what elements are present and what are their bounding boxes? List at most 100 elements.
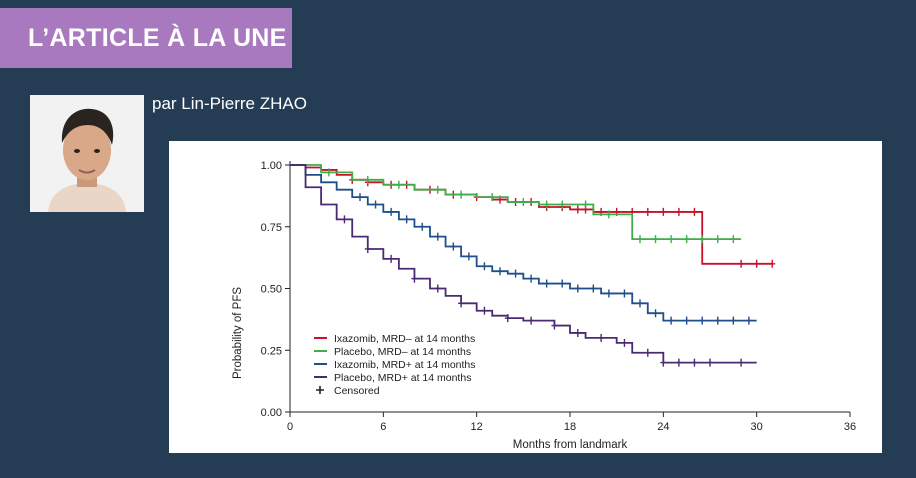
featured-article-banner: L’ARTICLE À LA UNE [0,8,292,68]
legend-label-censored: Censored [334,385,380,397]
censor-mark [481,306,488,315]
y-tick-label: 0.25 [261,345,282,357]
y-tick-label: 0.75 [261,222,282,234]
x-tick-label: 36 [844,421,856,433]
censor-mark [691,207,698,216]
censor-mark [434,284,441,293]
censor-mark [668,235,675,244]
censor-mark [559,200,566,209]
censor-mark [388,254,395,263]
censor-mark [652,235,659,244]
censor-mark [707,358,713,367]
censor-mark [675,207,682,216]
x-axis-title: Months from landmark [513,439,628,451]
censor-mark [745,316,752,325]
censor-mark [668,316,675,325]
x-tick-label: 24 [657,421,669,433]
censor-mark [605,289,612,298]
censor-mark [738,358,745,367]
censor-mark [621,289,628,298]
censor-mark [660,207,667,216]
censor-mark [574,205,581,214]
y-tick-label: 0.00 [261,407,282,419]
author-portrait-image [30,95,144,212]
censor-mark [481,262,488,271]
censor-mark [753,259,760,268]
km-plot: Probability of PFS Months from landmark … [232,160,856,451]
x-tick-label: 30 [751,421,763,433]
x-tick-label: 6 [380,421,386,433]
censor-mark [574,284,581,293]
censor-mark [691,358,698,367]
censor-mark [769,259,776,268]
censor-mark [660,358,667,367]
censor-mark [730,235,737,244]
censor-mark [465,252,472,261]
censor-mark [504,314,511,323]
censor-mark [683,316,690,325]
censor-mark [497,267,503,276]
y-tick-label: 1.00 [261,160,282,172]
censor-mark [598,333,605,342]
x-tick-label: 12 [471,421,483,433]
author-photo [30,95,144,212]
legend-label: Placebo, MRD– at 14 months [334,346,471,358]
censor-mark [637,235,643,244]
censor-mark [388,207,395,216]
censor-mark [714,316,721,325]
censor-mark [652,309,659,318]
censor-mark [590,284,597,293]
series-line-2 [290,164,757,322]
x-tick-label: 0 [287,421,293,433]
censor-mark [644,348,651,357]
censor-mark [395,180,402,189]
censor-mark [520,198,527,207]
y-axis-title: Probability of PFS [232,287,244,379]
censor-mark [543,200,550,209]
censor-mark [450,242,457,251]
censor-mark [738,259,745,268]
censor-mark [714,235,721,244]
censor-mark [341,215,348,224]
censor-mark [364,244,371,253]
legend-censored-icon [316,386,324,394]
y-tick-label: 0.50 [261,284,282,296]
pfs-chart: Probability of PFS Months from landmark … [169,141,882,453]
censor-mark [357,193,363,202]
censor-mark [512,269,519,278]
x-tick-label: 18 [564,421,576,433]
series-line-1 [290,164,742,240]
censor-mark [364,175,371,184]
censor-mark [434,232,441,241]
censor-mark [458,299,465,308]
author-byline: par Lin-Pierre ZHAO [152,94,307,113]
censor-mark [551,321,558,330]
censor-mark [621,338,628,347]
censor-mark [582,200,589,209]
censor-mark [528,274,535,283]
censor-mark [543,279,550,288]
censor-mark [372,200,379,209]
censor-mark [637,299,643,308]
censor-mark [458,190,465,199]
censor-mark [675,358,682,367]
censor-mark [574,328,581,337]
censor-mark [489,193,496,202]
legend-label: Placebo, MRD+ at 14 months [334,372,471,384]
censor-mark [730,316,737,325]
censor-mark [559,279,566,288]
censor-mark [411,274,418,283]
banner-title: L’ARTICLE À LA UNE [28,23,287,52]
censor-mark [528,316,535,325]
censor-mark [325,168,332,177]
censor-mark [683,235,690,244]
censor-mark [434,185,441,194]
censor-mark [605,210,612,219]
legend-label: Ixazomib, MRD– at 14 months [334,333,475,345]
censor-mark [699,235,706,244]
censor-mark [419,222,426,231]
censor-mark [699,316,706,325]
censor-mark [644,207,651,216]
censor-mark [403,215,410,224]
legend-label: Ixazomib, MRD+ at 14 months [334,359,476,371]
